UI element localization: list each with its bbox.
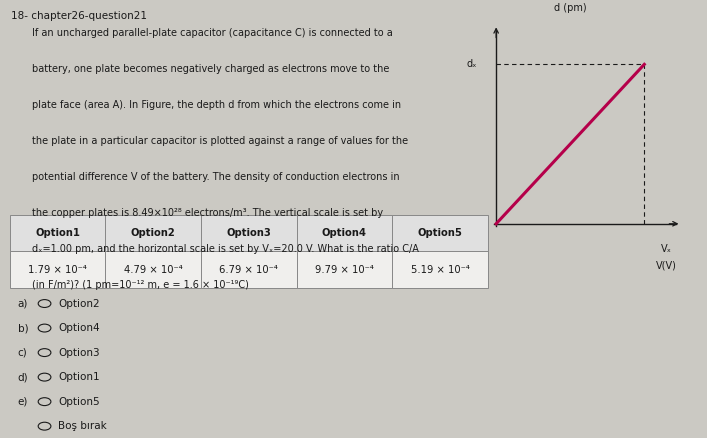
Text: Option2: Option2 bbox=[58, 299, 100, 308]
Text: 5.19 × 10⁻⁴: 5.19 × 10⁻⁴ bbox=[411, 265, 469, 275]
FancyBboxPatch shape bbox=[297, 251, 392, 288]
Text: Option1: Option1 bbox=[35, 228, 80, 238]
FancyBboxPatch shape bbox=[10, 215, 105, 251]
FancyBboxPatch shape bbox=[392, 215, 488, 251]
Text: (in F/m²)? (1 pm=10⁻¹² m, e = 1.6 × 10⁻¹⁹C): (in F/m²)? (1 pm=10⁻¹² m, e = 1.6 × 10⁻¹… bbox=[32, 280, 249, 290]
FancyBboxPatch shape bbox=[201, 215, 297, 251]
Text: plate face (area A). In Figure, the depth d from which the electrons come in: plate face (area A). In Figure, the dept… bbox=[32, 100, 401, 110]
Text: Option4: Option4 bbox=[322, 228, 367, 238]
FancyBboxPatch shape bbox=[105, 251, 201, 288]
Text: c): c) bbox=[18, 348, 28, 357]
FancyBboxPatch shape bbox=[297, 215, 392, 251]
Text: 1.79 × 10⁻⁴: 1.79 × 10⁻⁴ bbox=[28, 265, 87, 275]
Text: potential difference V of the battery. The density of conduction electrons in: potential difference V of the battery. T… bbox=[32, 172, 399, 182]
Text: b): b) bbox=[18, 323, 28, 333]
Text: d): d) bbox=[18, 372, 28, 382]
Text: Option5: Option5 bbox=[58, 397, 100, 406]
Text: If an uncharged parallel-plate capacitor (capacitance C) is connected to a: If an uncharged parallel-plate capacitor… bbox=[32, 28, 392, 39]
Text: Vₓ: Vₓ bbox=[661, 244, 672, 254]
Text: dₓ=1.00 pm, and the horizontal scale is set by Vₓ=20.0 V. What is the ratio C/A: dₓ=1.00 pm, and the horizontal scale is … bbox=[32, 244, 419, 254]
FancyBboxPatch shape bbox=[105, 215, 201, 251]
Text: Option4: Option4 bbox=[58, 323, 100, 333]
Text: 4.79 × 10⁻⁴: 4.79 × 10⁻⁴ bbox=[124, 265, 182, 275]
FancyBboxPatch shape bbox=[10, 251, 105, 288]
Text: a): a) bbox=[18, 299, 28, 308]
Text: Option5: Option5 bbox=[418, 228, 462, 238]
Text: dₓ: dₓ bbox=[467, 59, 477, 69]
Text: Boş bırak: Boş bırak bbox=[58, 421, 107, 431]
Text: Option2: Option2 bbox=[131, 228, 175, 238]
Text: 6.79 × 10⁻⁴: 6.79 × 10⁻⁴ bbox=[219, 265, 279, 275]
Text: Option3: Option3 bbox=[226, 228, 271, 238]
Text: battery, one plate becomes negatively charged as electrons move to the: battery, one plate becomes negatively ch… bbox=[32, 64, 389, 74]
Text: e): e) bbox=[18, 397, 28, 406]
Text: V(V): V(V) bbox=[656, 261, 677, 270]
Text: 9.79 × 10⁻⁴: 9.79 × 10⁻⁴ bbox=[315, 265, 374, 275]
Text: d (pm): d (pm) bbox=[554, 4, 587, 13]
Text: the copper plates is 8.49×10²⁸ electrons/m³. The vertical scale is set by: the copper plates is 8.49×10²⁸ electrons… bbox=[32, 208, 383, 218]
Text: the plate in a particular capacitor is plotted against a range of values for the: the plate in a particular capacitor is p… bbox=[32, 136, 408, 146]
Text: 0: 0 bbox=[481, 233, 487, 243]
FancyBboxPatch shape bbox=[201, 251, 297, 288]
FancyBboxPatch shape bbox=[392, 251, 488, 288]
Text: Option1: Option1 bbox=[58, 372, 100, 382]
Text: 18- chapter26-question21: 18- chapter26-question21 bbox=[11, 11, 146, 21]
Text: Option3: Option3 bbox=[58, 348, 100, 357]
